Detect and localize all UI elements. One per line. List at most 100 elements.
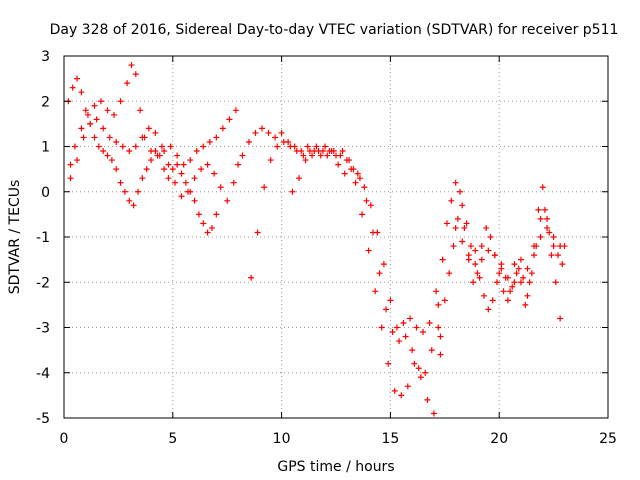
data-point [93, 116, 100, 123]
data-point [78, 89, 85, 96]
data-point [526, 279, 533, 286]
data-point [507, 288, 514, 295]
data-point [191, 175, 198, 182]
data-point [293, 148, 300, 155]
data-point [119, 143, 126, 150]
data-point [378, 324, 385, 331]
data-point [211, 170, 218, 177]
data-point [522, 301, 529, 308]
data-point [111, 111, 118, 118]
data-point [84, 111, 91, 118]
series-track-9 [452, 224, 568, 281]
data-point [300, 152, 307, 159]
data-point [148, 157, 155, 164]
data-point [443, 220, 450, 227]
data-point [272, 134, 279, 141]
series-track-6 [289, 143, 440, 336]
data-point [328, 148, 335, 155]
data-point [254, 229, 261, 236]
data-point [441, 297, 448, 304]
x-tick-label: 20 [490, 431, 508, 447]
data-point [139, 134, 146, 141]
data-point [143, 166, 150, 173]
data-point [226, 116, 233, 123]
data-point [117, 179, 124, 186]
data-point [552, 279, 559, 286]
data-point [80, 134, 87, 141]
axis-ticks [63, 55, 609, 419]
data-point [161, 148, 168, 155]
data-point [383, 306, 390, 313]
data-point [500, 288, 507, 295]
data-point [546, 229, 553, 236]
data-point [548, 252, 555, 259]
data-point [245, 138, 252, 145]
data-point [528, 270, 535, 277]
data-point [452, 224, 459, 231]
data-point [180, 161, 187, 168]
x-tick-label: 10 [273, 431, 291, 447]
y-tick-label: -1 [36, 230, 50, 246]
data-point [459, 238, 466, 245]
data-point [126, 197, 133, 204]
data-point [430, 410, 437, 417]
data-point [504, 297, 511, 304]
data-point [348, 166, 355, 173]
data-point [489, 297, 496, 304]
data-point [448, 197, 455, 204]
data-point [213, 134, 220, 141]
data-point [104, 107, 111, 114]
data-point [158, 143, 165, 150]
data-point [372, 288, 379, 295]
data-point [535, 206, 542, 213]
data-point [544, 224, 551, 231]
data-point [513, 270, 520, 277]
data-point [439, 256, 446, 263]
data-point [478, 243, 485, 250]
data-point [82, 107, 89, 114]
data-point [504, 274, 511, 281]
data-point [463, 220, 470, 227]
data-point [559, 261, 566, 268]
data-point [248, 274, 255, 281]
data-point [474, 270, 481, 277]
data-point [280, 138, 287, 145]
data-point [106, 134, 113, 141]
data-point [178, 170, 185, 177]
data-point [204, 161, 211, 168]
data-point [420, 329, 427, 336]
data-point [252, 129, 259, 136]
data-point [457, 188, 464, 195]
data-point [491, 252, 498, 259]
data-point [417, 374, 424, 381]
data-point [467, 243, 474, 250]
data-point [296, 175, 303, 182]
data-points [65, 62, 568, 417]
data-point [182, 179, 189, 186]
data-point [169, 166, 176, 173]
data-point [117, 98, 124, 105]
data-point [387, 297, 394, 304]
data-point [139, 175, 146, 182]
data-point [204, 229, 211, 236]
data-point [511, 261, 518, 268]
data-point [389, 329, 396, 336]
data-point [476, 274, 483, 281]
data-point [494, 279, 501, 286]
series-track-7 [435, 179, 564, 322]
data-point [313, 143, 320, 150]
data-point [261, 184, 268, 191]
data-point [148, 148, 155, 155]
data-point [433, 288, 440, 295]
data-point [437, 351, 444, 358]
data-point [472, 261, 479, 268]
data-point [485, 247, 492, 254]
data-point [324, 152, 331, 159]
data-point [396, 338, 403, 345]
grid-lines [64, 56, 608, 418]
data-point [413, 324, 420, 331]
data-point [461, 224, 468, 231]
data-point [376, 270, 383, 277]
data-point [185, 188, 192, 195]
data-point [200, 220, 207, 227]
